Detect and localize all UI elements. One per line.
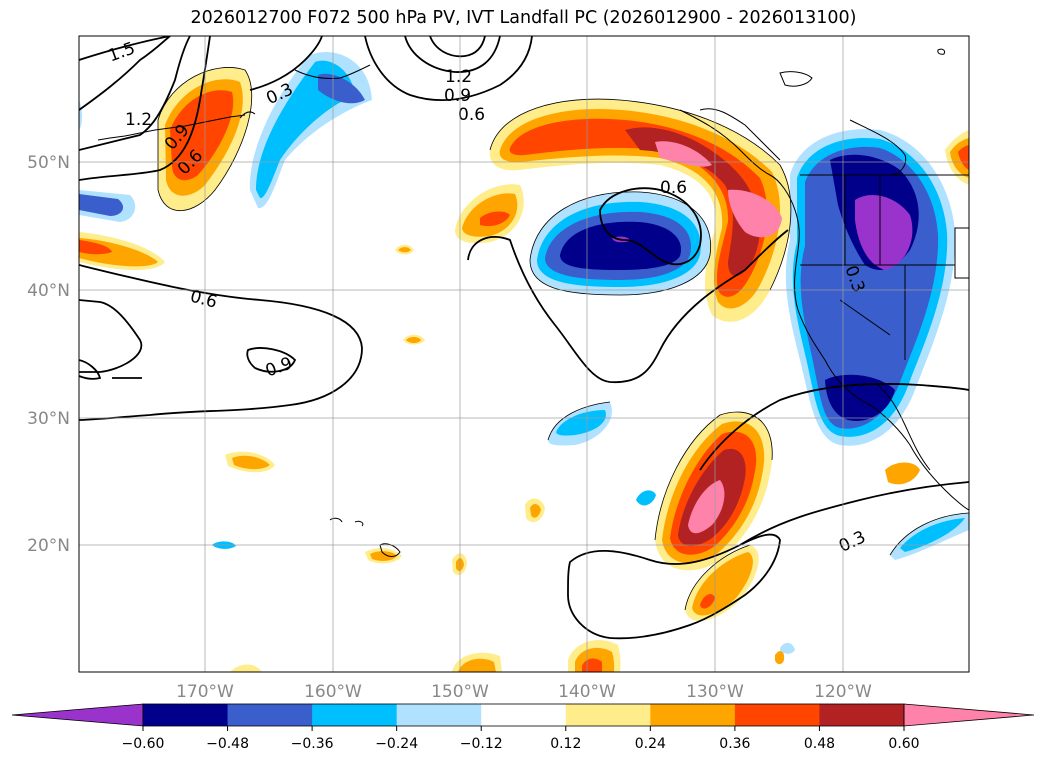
coast-hawaii — [329, 517, 401, 557]
colorbar-bin — [565, 704, 651, 726]
island-north — [779, 71, 813, 87]
colorbar-bin — [819, 704, 905, 726]
contour-north-0-6 — [79, 36, 211, 181]
lon-label: 150°W — [431, 682, 489, 702]
lon-label: 160°W — [304, 682, 362, 702]
colorbar-bin — [734, 704, 820, 726]
colorbar-tick-label: −0.48 — [206, 736, 249, 752]
latitude-labels: 50°N 40°N 30°N 20°N — [27, 153, 70, 556]
lon-label: 120°W — [814, 682, 872, 702]
colorbar-tick-label: 0.12 — [550, 736, 581, 752]
colorbar-frame — [142, 703, 905, 727]
contour-label: 0.6 — [660, 178, 687, 198]
contour-0-3-upper — [699, 383, 969, 471]
lat-label: 50°N — [27, 153, 70, 173]
coastlines — [97, 48, 969, 557]
lon-label: 140°W — [558, 682, 616, 702]
contour-0-3-east — [739, 481, 969, 546]
coast-alaska-panhandle — [699, 108, 781, 161]
contour-0-6-west — [79, 264, 363, 421]
anomaly-outline — [157, 67, 969, 611]
contour-0-9-west — [246, 347, 297, 373]
coast-baja — [877, 384, 931, 471]
coast-aleutian — [97, 111, 256, 141]
pv-contours — [79, 36, 969, 640]
longitude-labels: 170°W 160°W 150°W 140°W 130°W 120°W — [176, 682, 872, 702]
lat-label: 30°N — [27, 409, 70, 429]
plot-frame — [78, 35, 970, 673]
contour-0-3-south — [567, 533, 781, 640]
colorbar-bin — [481, 704, 567, 726]
contour-label: 0.6 — [458, 105, 485, 125]
contour-label: 1.2 — [445, 67, 472, 87]
lat-label: 40°N — [27, 281, 70, 301]
colorbar-over-extension — [903, 703, 1035, 727]
contour-label: 1.2 — [125, 110, 152, 130]
colorbar: −0.60 −0.48 −0.36 −0.24 −0.12 0.12 0.24 0.36 0.4… — [11, 703, 1035, 752]
colorbar-tick-label: −0.24 — [375, 736, 418, 752]
colorbar-bin — [143, 704, 229, 726]
colorbar-tick-label: 0.60 — [888, 736, 919, 752]
lon-label: 130°W — [686, 682, 744, 702]
colorbar-tick-label: 0.24 — [635, 736, 666, 752]
coast-alaska — [294, 64, 371, 79]
colorbar-bin — [396, 704, 482, 726]
graticule — [79, 36, 969, 672]
contour-label: 0.9 — [444, 86, 471, 106]
contour-west-edge — [79, 299, 143, 373]
contour-north-0-3 — [249, 36, 323, 91]
lat-label: 20°N — [27, 536, 70, 556]
contour-north-1-5 — [79, 36, 171, 61]
state-borders — [800, 174, 969, 360]
colorbar-tick-label: −0.36 — [291, 736, 334, 752]
colorbar-bin — [227, 704, 313, 726]
contour-0-6-central — [467, 229, 789, 383]
contour-0-6-blob — [599, 187, 702, 266]
colorbar-tick-label: 0.48 — [804, 736, 835, 752]
colorbar-bin — [312, 704, 398, 726]
contour-north-1-2 — [79, 36, 171, 111]
contour-north-0-9 — [79, 36, 191, 151]
colorbar-tick-label: 0.36 — [719, 736, 750, 752]
colorbar-under-extension — [11, 703, 144, 727]
colorbar-tick-label: −0.60 — [122, 736, 165, 752]
coast-north-america — [679, 109, 969, 511]
colorbar-tick-label: −0.12 — [460, 736, 503, 752]
pv-anomaly-fill — [79, 52, 969, 672]
colorbar-bin — [650, 704, 736, 726]
lon-label: 170°W — [176, 682, 234, 702]
map-title: 2026012700 F072 500 hPa PV, IVT Landfall… — [190, 8, 857, 28]
